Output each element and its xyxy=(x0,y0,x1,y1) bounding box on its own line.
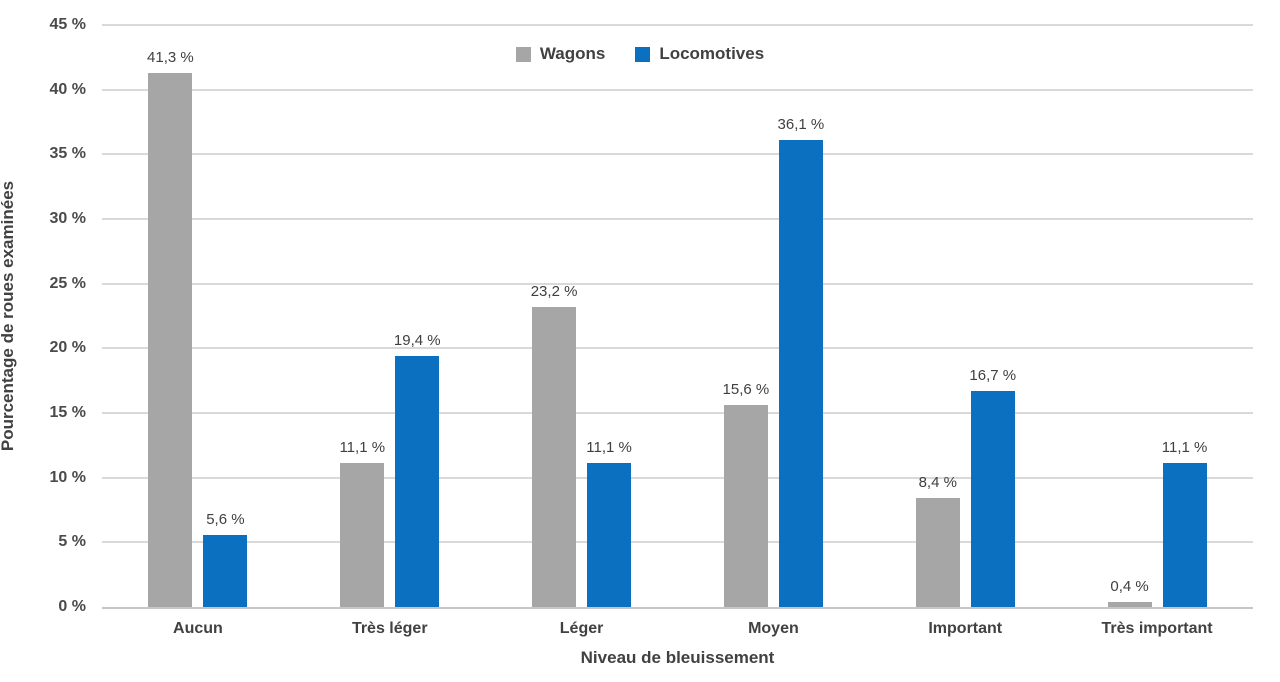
bar-wagons-3 xyxy=(532,306,577,607)
value-label: 11,1 % xyxy=(586,439,632,457)
gridline xyxy=(102,153,1253,156)
value-label: 0,4 % xyxy=(1110,577,1149,595)
bar-locomotives-1 xyxy=(203,534,248,607)
x-axis-line xyxy=(102,607,1253,609)
category-label-1: Aucun xyxy=(173,620,223,637)
value-label: 19,4 % xyxy=(393,332,441,350)
gridline xyxy=(102,24,1253,26)
y-tick-label: 45 % xyxy=(49,16,86,33)
value-label: 36,1 % xyxy=(777,116,825,134)
gridline xyxy=(102,412,1253,414)
bar-locomotives-2 xyxy=(395,356,440,607)
gridline xyxy=(102,88,1253,91)
bar-wagons-2 xyxy=(340,463,385,607)
value-label: 5,6 % xyxy=(206,510,245,528)
x-axis-title: Niveau de bleuissement xyxy=(580,648,775,667)
gridline xyxy=(102,476,1253,479)
y-tick-label: 0 % xyxy=(58,598,86,615)
y-tick-label: 40 % xyxy=(49,80,86,98)
legend-item-wagons: Wagons xyxy=(515,44,606,64)
y-tick-label: 15 % xyxy=(49,404,86,421)
y-axis-title: Pourcentage de roues examinées xyxy=(0,180,17,452)
bar-locomotives-5 xyxy=(970,391,1015,607)
category-label-5: Important xyxy=(928,620,1003,637)
category-label-4: Moyen xyxy=(748,620,799,637)
legend: Wagons Locomotives xyxy=(0,44,1280,64)
value-label: 23,2 % xyxy=(530,282,578,300)
bar-locomotives-3 xyxy=(587,463,632,607)
category-label-6: Très important xyxy=(1101,620,1213,637)
bar-locomotives-6 xyxy=(1162,463,1207,607)
category-label-3: Léger xyxy=(559,620,604,637)
value-label: 11,1 % xyxy=(1161,439,1208,457)
y-tick-label: 30 % xyxy=(49,210,86,227)
legend-label: Wagons xyxy=(539,44,606,63)
y-tick-label: 5 % xyxy=(58,533,86,551)
gridline xyxy=(102,347,1253,350)
plot-area: 41,3 % 5,6 % 11,1 % 19,4 % 23,2 % 11,1 % 15,6 … xyxy=(102,24,1253,609)
legend-item-locomotives: Locomotives xyxy=(635,44,764,64)
bar-wagons-4 xyxy=(723,405,768,607)
legend-swatch-icon xyxy=(635,46,651,62)
gridline xyxy=(102,218,1253,220)
legend-swatch-icon xyxy=(515,46,531,62)
y-tick-label: 35 % xyxy=(49,145,86,163)
value-label: 41,3 % xyxy=(147,48,194,66)
value-label: 16,7 % xyxy=(969,367,1017,385)
bar-wagons-5 xyxy=(915,498,960,607)
y-tick-label: 10 % xyxy=(49,468,86,486)
bar-wagons-6 xyxy=(1107,601,1152,607)
legend-label: Locomotives xyxy=(659,44,765,63)
y-tick-label: 25 % xyxy=(49,274,86,292)
gridline xyxy=(102,282,1253,285)
y-tick-label: 20 % xyxy=(49,339,86,357)
value-label: 8,4 % xyxy=(918,474,957,492)
bar-wagons-1 xyxy=(148,72,193,607)
bar-locomotives-4 xyxy=(778,140,823,607)
value-label: 15,6 % xyxy=(722,381,770,399)
value-label: 11,1 % xyxy=(339,439,386,457)
category-label-2: Très léger xyxy=(351,620,428,637)
gridline xyxy=(102,541,1253,544)
